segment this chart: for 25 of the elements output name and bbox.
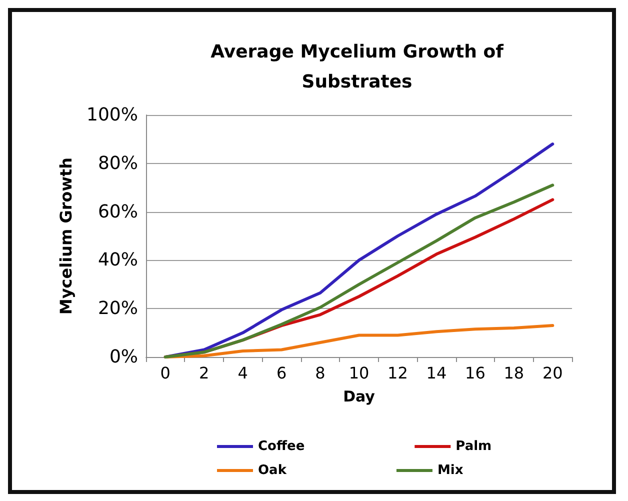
line-series bbox=[164, 142, 554, 358]
y-tick-label: 60% bbox=[98, 201, 138, 222]
x-tick-label: 12 bbox=[388, 364, 408, 382]
y-tick-label: 80% bbox=[98, 152, 138, 174]
x-tick-label: 18 bbox=[504, 364, 524, 382]
legend-label: Coffee bbox=[258, 439, 305, 454]
x-tick-label: 4 bbox=[238, 364, 248, 382]
x-tick-label: 16 bbox=[465, 364, 486, 382]
y-axis-title: Mycelium Growth bbox=[56, 157, 76, 315]
x-tick-label: 8 bbox=[315, 364, 326, 382]
x-axis-title: Day bbox=[343, 388, 376, 406]
y-tick-label: 20% bbox=[98, 298, 138, 320]
chart-title: Average Mycelium Growth of Substrates bbox=[210, 42, 504, 92]
x-tick-label: 6 bbox=[276, 364, 287, 382]
legend-label: Oak bbox=[258, 463, 287, 478]
x-tick-label: 10 bbox=[348, 364, 370, 382]
legend-label: Mix bbox=[437, 463, 464, 478]
legend-label: Palm bbox=[456, 439, 492, 454]
x-tick-label: 14 bbox=[426, 364, 447, 382]
y-tick-label: 100% bbox=[86, 104, 138, 126]
x-tick-label: 0 bbox=[160, 364, 170, 382]
x-tick-label: 2 bbox=[198, 364, 210, 382]
y-tick-label: 0% bbox=[109, 346, 138, 368]
y-tick-label: 40% bbox=[98, 250, 138, 271]
x-tick-label: 20 bbox=[542, 364, 563, 382]
